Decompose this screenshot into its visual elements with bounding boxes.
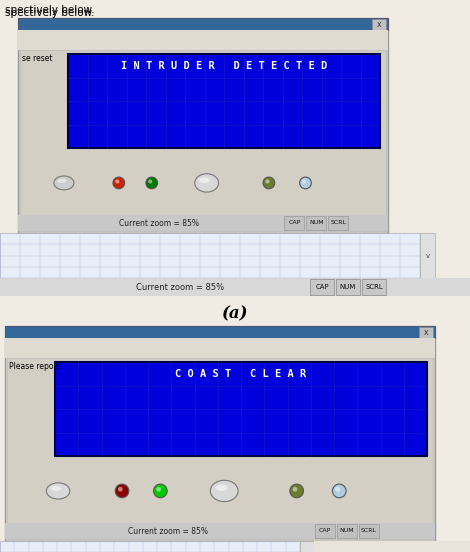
Ellipse shape [195,174,219,192]
Ellipse shape [50,486,61,491]
Text: x: x [377,20,381,29]
FancyBboxPatch shape [0,233,420,278]
Text: I N T R U D E R   D E T E C T E D: I N T R U D E R D E T E C T E D [121,61,327,71]
Text: SCRL: SCRL [330,220,346,226]
Text: SCRL: SCRL [360,528,376,533]
FancyBboxPatch shape [336,279,360,295]
Text: CAP: CAP [315,284,329,290]
FancyBboxPatch shape [7,358,433,539]
Text: se reset: se reset [22,54,53,63]
FancyBboxPatch shape [18,30,388,50]
FancyBboxPatch shape [306,216,326,230]
FancyBboxPatch shape [300,541,314,552]
FancyBboxPatch shape [5,523,435,539]
FancyBboxPatch shape [18,215,388,231]
Text: spectively below.: spectively below. [5,8,94,18]
FancyBboxPatch shape [18,18,388,30]
FancyBboxPatch shape [20,50,386,231]
Circle shape [290,484,304,498]
Circle shape [299,177,311,189]
FancyBboxPatch shape [5,326,435,338]
Circle shape [302,179,306,183]
FancyBboxPatch shape [68,54,380,148]
FancyBboxPatch shape [5,326,435,541]
Circle shape [115,484,129,498]
FancyBboxPatch shape [419,327,433,338]
FancyBboxPatch shape [0,541,300,552]
Text: CAP: CAP [288,220,300,226]
FancyBboxPatch shape [314,524,335,538]
Circle shape [154,484,167,498]
Ellipse shape [215,485,228,491]
Text: x: x [424,328,428,337]
Text: spectively below.: spectively below. [5,5,94,15]
Text: NUM: NUM [339,528,354,533]
Circle shape [146,177,157,189]
Text: Current zoom = 85%: Current zoom = 85% [136,283,224,291]
FancyBboxPatch shape [372,19,386,30]
Circle shape [266,179,269,183]
FancyBboxPatch shape [0,278,470,296]
Text: Please report: Please report [9,362,60,371]
Ellipse shape [57,179,66,183]
FancyBboxPatch shape [18,18,388,233]
Circle shape [113,177,125,189]
FancyBboxPatch shape [314,541,470,552]
FancyBboxPatch shape [5,338,435,358]
Text: Current zoom = 85%: Current zoom = 85% [118,219,199,227]
Ellipse shape [211,480,238,502]
Circle shape [156,487,161,492]
Circle shape [293,487,298,492]
Text: v: v [425,252,430,258]
Circle shape [115,179,119,183]
FancyBboxPatch shape [420,233,435,278]
Text: (a): (a) [222,305,248,322]
FancyBboxPatch shape [337,524,357,538]
FancyBboxPatch shape [55,362,427,456]
Circle shape [332,484,346,498]
Ellipse shape [54,176,74,190]
FancyBboxPatch shape [310,279,334,295]
Circle shape [118,487,123,492]
Text: NUM: NUM [340,284,356,290]
Circle shape [263,177,275,189]
Circle shape [148,179,152,183]
Circle shape [335,487,340,492]
Text: SCRL: SCRL [365,284,383,290]
Text: NUM: NUM [309,220,324,226]
Ellipse shape [47,483,70,499]
Text: C O A S T   C L E A R: C O A S T C L E A R [175,369,306,379]
FancyBboxPatch shape [359,524,379,538]
FancyBboxPatch shape [362,279,386,295]
Ellipse shape [199,177,210,183]
Text: CAP: CAP [319,528,331,533]
Text: Current zoom = 85%: Current zoom = 85% [128,527,208,535]
FancyBboxPatch shape [329,216,348,230]
FancyBboxPatch shape [284,216,305,230]
